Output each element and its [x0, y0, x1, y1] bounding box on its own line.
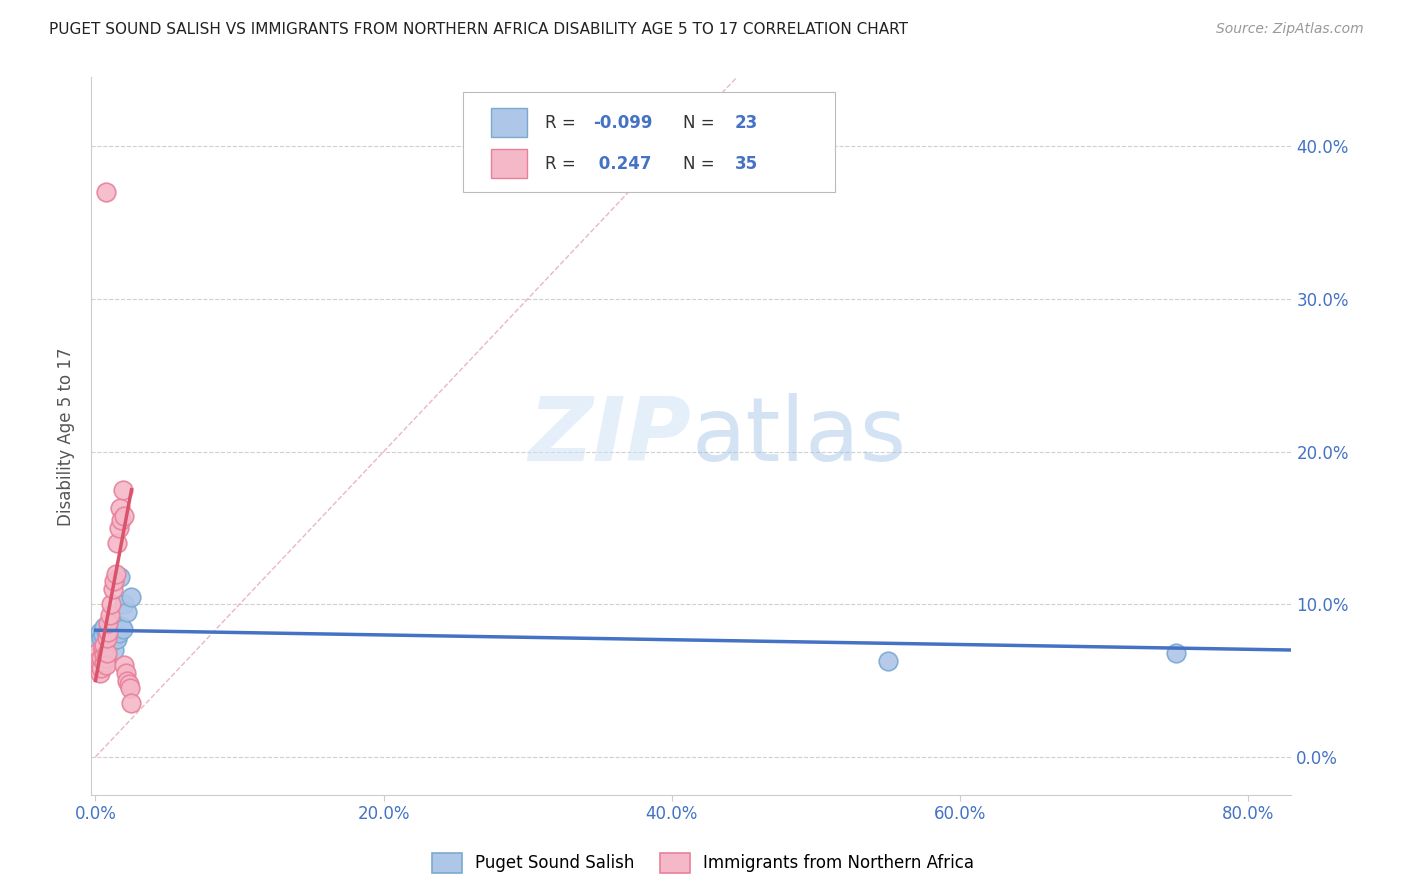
Point — [1166, 646, 1188, 660]
Point — [89, 624, 111, 639]
Text: atlas: atlas — [692, 392, 907, 480]
Point — [110, 513, 132, 527]
Point — [97, 615, 120, 630]
Point — [90, 631, 112, 645]
Point — [103, 574, 125, 589]
Text: 23: 23 — [734, 113, 758, 132]
Point — [100, 615, 122, 630]
Point — [86, 646, 108, 660]
Point — [111, 622, 134, 636]
Point — [108, 570, 131, 584]
FancyBboxPatch shape — [491, 108, 527, 137]
Point — [94, 650, 117, 665]
Text: N =: N = — [683, 113, 720, 132]
Text: ZIP: ZIP — [529, 392, 692, 480]
Point — [87, 635, 110, 649]
Point — [91, 643, 114, 657]
Point — [111, 483, 134, 497]
Point — [108, 501, 131, 516]
Point — [114, 665, 136, 680]
Point — [104, 629, 127, 643]
Point — [105, 536, 128, 550]
Point — [877, 654, 900, 668]
Text: N =: N = — [683, 154, 720, 172]
Point — [112, 597, 135, 611]
Point — [112, 658, 135, 673]
Point — [97, 633, 120, 648]
Point — [96, 628, 118, 642]
Point — [89, 658, 111, 673]
Point — [101, 623, 124, 637]
Point — [93, 648, 115, 662]
Point — [121, 697, 143, 711]
Point — [121, 590, 143, 604]
Point — [93, 655, 115, 669]
Point — [105, 632, 128, 647]
Point — [90, 661, 112, 675]
Point — [98, 637, 121, 651]
Point — [96, 631, 118, 645]
Point — [90, 650, 112, 665]
Text: 0.247: 0.247 — [593, 154, 651, 172]
Text: 35: 35 — [734, 154, 758, 172]
Point — [107, 626, 129, 640]
Legend: Puget Sound Salish, Immigrants from Northern Africa: Puget Sound Salish, Immigrants from Nort… — [425, 847, 981, 880]
Point — [94, 640, 117, 654]
Point — [107, 521, 129, 535]
Point — [87, 654, 110, 668]
Text: PUGET SOUND SALISH VS IMMIGRANTS FROM NORTHERN AFRICA DISABILITY AGE 5 TO 17 COR: PUGET SOUND SALISH VS IMMIGRANTS FROM NO… — [49, 22, 908, 37]
Point — [115, 673, 138, 688]
Point — [110, 618, 132, 632]
Text: -0.099: -0.099 — [593, 113, 652, 132]
FancyBboxPatch shape — [463, 92, 835, 193]
Text: R =: R = — [546, 113, 581, 132]
Point — [91, 640, 114, 654]
Point — [96, 646, 118, 660]
Y-axis label: Disability Age 5 to 17: Disability Age 5 to 17 — [58, 347, 75, 525]
Point — [98, 607, 121, 622]
Point — [103, 643, 125, 657]
Point — [97, 624, 120, 639]
Point — [100, 597, 122, 611]
Text: Source: ZipAtlas.com: Source: ZipAtlas.com — [1216, 22, 1364, 37]
Point — [117, 676, 139, 690]
Point — [94, 185, 117, 199]
Point — [91, 628, 114, 642]
Point — [112, 508, 135, 523]
FancyBboxPatch shape — [491, 149, 527, 178]
Point — [93, 639, 115, 653]
Point — [93, 620, 115, 634]
Point — [104, 566, 127, 581]
Point — [89, 665, 111, 680]
Point — [101, 582, 124, 596]
Point — [115, 605, 138, 619]
Point — [94, 658, 117, 673]
Point — [120, 681, 142, 696]
Text: R =: R = — [546, 154, 581, 172]
